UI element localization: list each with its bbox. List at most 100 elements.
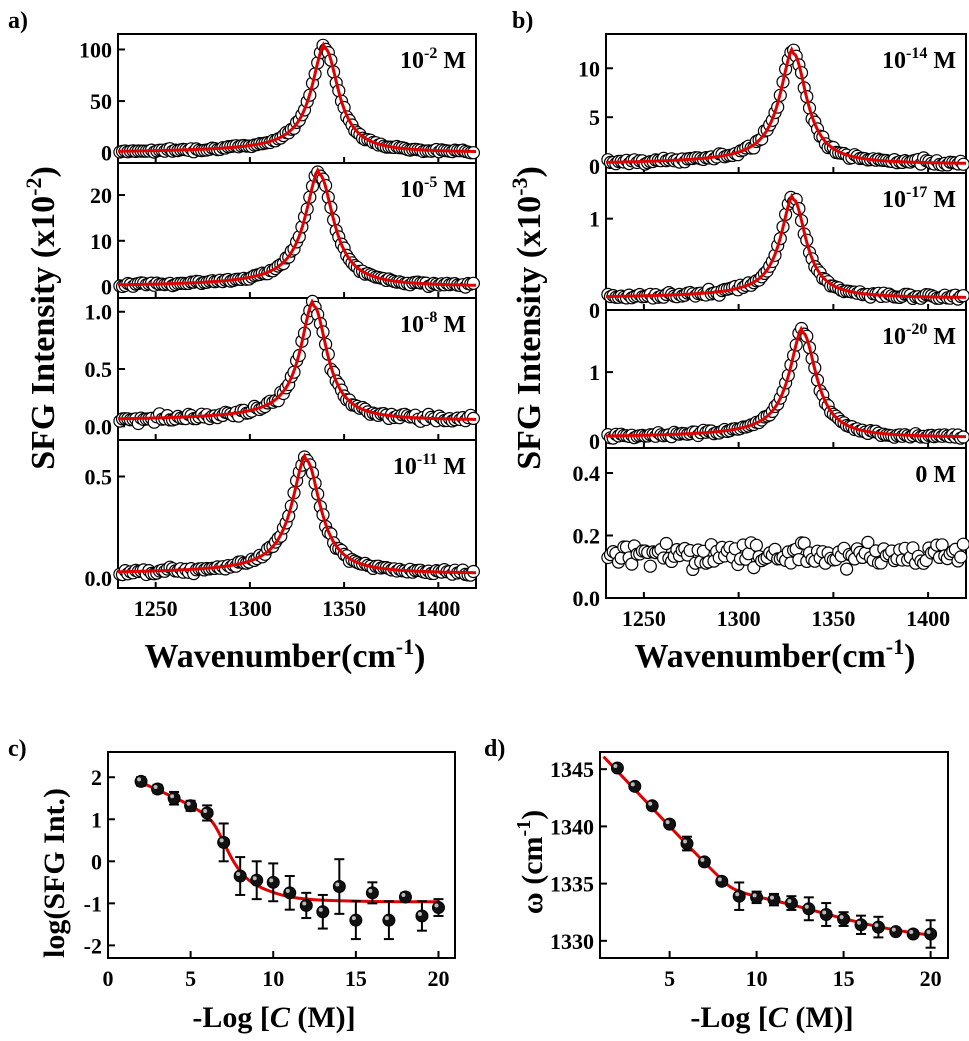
panel-c-data-point [283, 875, 297, 911]
panel-a-sub2-ytick-label: 20 [90, 183, 112, 208]
panel-d-marker [854, 918, 868, 932]
panel-c-ytick-label: -1 [84, 891, 102, 916]
panel-c-xtick-label: 15 [345, 966, 367, 991]
panel-d-marker [610, 761, 624, 775]
panel-d-marker [837, 912, 851, 926]
panel-c-marker [184, 799, 198, 813]
panel-d-marker-highlight [787, 899, 792, 904]
panel-d-marker-highlight [770, 895, 774, 900]
panel-b-sub4-data-point [954, 550, 968, 564]
panel-b-sub3-ytick-label: 0 [589, 429, 600, 454]
panel-c-marker [167, 791, 181, 805]
panel-b-xtick-label: 1250 [622, 606, 666, 631]
panel-b-sub3-ytick-label: 1 [589, 360, 600, 385]
panel-c-marker [382, 913, 396, 927]
panel-c-xtick-label: 5 [185, 966, 196, 991]
panel-d-marker-highlight [735, 892, 740, 897]
panel-a-sub3-ytick-label: 0.0 [85, 414, 113, 439]
panel-a-sub2-ytick-label: 0 [101, 275, 112, 300]
panel-a-sub4-frame [117, 439, 477, 589]
panel-d-marker-highlight [891, 927, 896, 932]
panel-c-marker-highlight [351, 916, 356, 921]
panel-c-xtick-label: 10 [262, 966, 284, 991]
panel-b-sub2-points [601, 190, 969, 306]
panel-a-sub4-points [113, 450, 480, 582]
panel-d-marker [663, 817, 677, 831]
panel-d-data-point [802, 896, 816, 922]
panel-c-marker [151, 782, 165, 796]
panel-a-sub1-ytick-label: 0 [101, 141, 112, 166]
panel-d-ytick-label: 1330 [550, 929, 594, 954]
panel-b-xlabel: Wavenumber(cm-1) [635, 634, 916, 675]
panel-b-sub2-ytick-label: 0 [589, 298, 600, 323]
panel-d-marker [628, 779, 642, 793]
panel-d-marker-highlight [804, 904, 809, 909]
panel-d-xtick-label: 10 [746, 966, 768, 991]
panel-d-marker [889, 925, 903, 939]
panel-d-data-point [889, 925, 903, 939]
panel-d-marker [680, 837, 694, 851]
panel-b-sub4-data-point [861, 535, 875, 550]
panel-a-ylabel: SFG Intensity (x10-2) [21, 166, 62, 470]
panel-c-marker-highlight [219, 838, 224, 843]
panel-c-marker [250, 873, 264, 887]
panel-a-label: a) [8, 8, 28, 34]
panel-d-xlabel: -Log [C (M)] [690, 1001, 853, 1034]
panel-c-marker [134, 774, 148, 788]
panel-c-marker-highlight [236, 872, 241, 877]
panel-a-sub4-concentration-label: 10-11 M [393, 451, 466, 480]
panel-a-sub4-fit-line [118, 452, 476, 575]
panel-b-sub1-ytick-label: 5 [589, 105, 600, 130]
panel-b-label: b) [512, 8, 533, 34]
panel-d-marker-highlight [857, 920, 861, 925]
panel-d-marker-highlight [717, 877, 722, 882]
panel-a-sub1-fit-line [118, 41, 476, 153]
panel-d-marker [924, 927, 938, 941]
panel-b-sub4-data-point [956, 537, 969, 551]
panel-c-label: c) [8, 736, 27, 762]
panel-c-ytick-label: -2 [84, 933, 102, 958]
panel-c-data-point [332, 858, 346, 915]
panel-c-marker [283, 886, 297, 900]
panel-d-data-point [784, 895, 798, 911]
panel-c-data-point [415, 900, 429, 932]
panel-d-data-point [680, 835, 694, 852]
panel-d-data-point [871, 915, 885, 939]
panel-a-sub3-ytick-label: 1.0 [85, 300, 113, 325]
panel-c-marker-highlight [252, 876, 257, 881]
panel-b-sub4-frame [605, 447, 967, 599]
panel-c-data-point [250, 860, 264, 901]
panel-c-marker-highlight [302, 901, 307, 906]
panel-c-ytick-label: 1 [91, 807, 102, 832]
panel-a-sub2-ytick-label: 10 [90, 229, 112, 254]
panel-b-sub2-fit-line [606, 192, 966, 299]
panel-c-marker-highlight [335, 882, 340, 887]
panel-d-marker-highlight [874, 923, 879, 928]
panel-a-sub3-ytick-label: 0.5 [85, 357, 113, 382]
panel-b-sub1-ytick-label: 10 [578, 56, 600, 81]
panel-c-data-point [365, 881, 379, 905]
panel-d-data-point [819, 902, 833, 927]
panel-d-marker [802, 902, 816, 916]
panel-a-sub1-ytick-label: 50 [90, 89, 112, 114]
panel-b-ylabel: SFG Intensity (x10-3) [507, 166, 548, 470]
panel-d-ytick-label: 1340 [550, 814, 594, 839]
panel-b-sub4-data-point [659, 536, 673, 551]
panel-d-data-point [645, 799, 659, 813]
panel-d-data-point [924, 919, 938, 949]
panel-d-data-point [750, 890, 764, 905]
panel-d-data-point [610, 761, 624, 775]
panel-d-label: d) [484, 736, 505, 762]
panel-c-marker [233, 869, 247, 883]
panel-a-xtick-label: 1300 [228, 596, 272, 621]
panel-c-data-point [217, 822, 231, 863]
panel-d-data-point [663, 817, 677, 831]
panel-c-data-point [398, 890, 412, 904]
panel-d-marker [645, 799, 659, 813]
panel-c-marker [200, 806, 214, 820]
panel-d-data-point [628, 779, 642, 793]
panel-c-xtick-label: 0 [103, 966, 114, 991]
panel-c-marker-highlight [401, 893, 406, 898]
